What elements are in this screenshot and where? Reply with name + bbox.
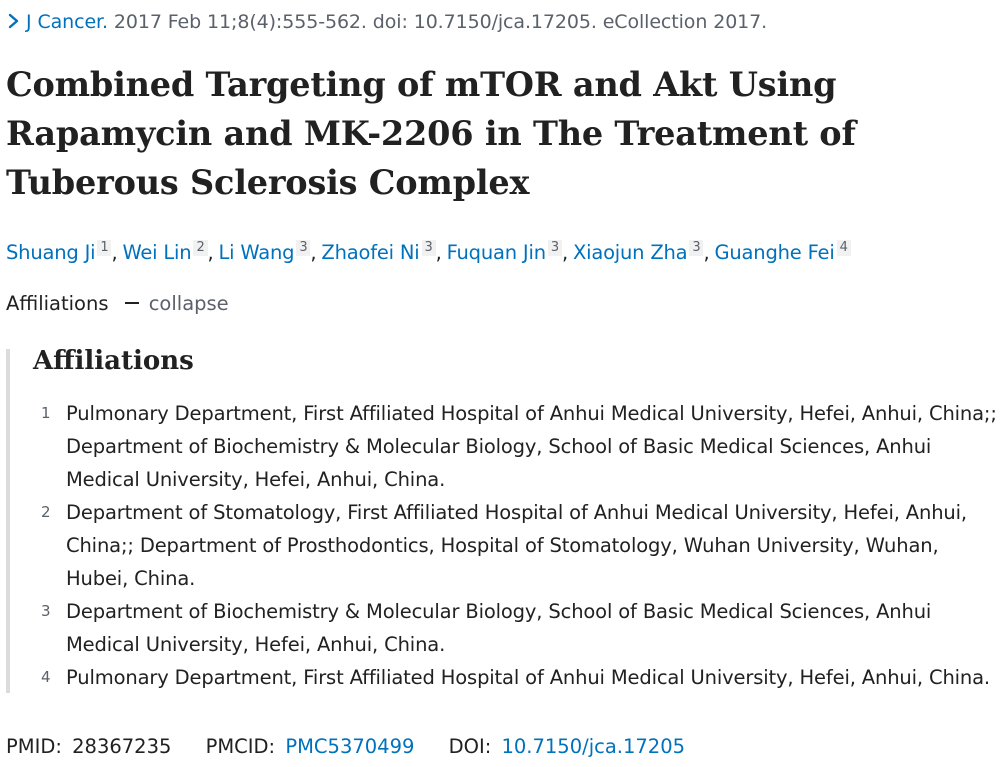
citation-line: J Cancer. 2017 Feb 11;8(4):555-562. doi:… <box>6 10 767 33</box>
affiliation-ref-badge[interactable]: 3 <box>689 240 704 256</box>
affiliation-text: Pulmonary Department, First Affiliated H… <box>66 402 997 491</box>
author-list: Shuang Ji 1, Wei Lin 2, Li Wang 3, Zhaofei Ni 3… <box>6 240 851 264</box>
affiliation-number: 1 <box>41 404 51 422</box>
collapse-button[interactable]: collapse <box>124 292 229 315</box>
author-link[interactable]: Guanghe Fei <box>714 241 835 264</box>
author-separator: , <box>435 241 442 264</box>
affiliations-toggle-label: Affiliations <box>6 292 109 315</box>
author-separator: , <box>207 241 214 264</box>
doi-link[interactable]: 10.7150/jca.17205 <box>501 735 686 758</box>
affiliations-panel: Affiliations 1 Pulmonary Department, Firs… <box>6 346 1004 694</box>
affiliation-text: Department of Biochemistry & Molecular B… <box>66 600 932 656</box>
affiliation-item: 4 Pulmonary Department, First Affiliated … <box>10 661 1001 694</box>
chevron-right-icon[interactable] <box>6 10 22 32</box>
citation-details: 2017 Feb 11;8(4):555-562. doi: 10.7150/j… <box>107 11 768 33</box>
author-separator: , <box>561 241 568 264</box>
minus-icon <box>124 302 139 304</box>
author-link[interactable]: Li Wang <box>218 241 295 264</box>
affiliation-ref-badge[interactable]: 3 <box>547 240 562 256</box>
article-identifiers: PMID: 28367235 PMCID: PMC5370499 DOI: 10… <box>6 735 685 758</box>
author-link[interactable]: Fuquan Jin <box>446 241 546 264</box>
affiliation-ref-badge[interactable]: 3 <box>296 240 311 256</box>
affiliation-item: 3 Department of Biochemistry & Molecular … <box>10 595 1001 661</box>
article-title: Combined Targeting of mTOR and Akt Using… <box>6 65 856 202</box>
affiliation-ref-badge[interactable]: 2 <box>193 240 208 256</box>
affiliation-item: 1 Pulmonary Department, First Affiliated … <box>10 397 1001 496</box>
affiliation-ref-badge[interactable]: 3 <box>421 240 436 256</box>
author-separator: , <box>111 241 118 264</box>
affiliation-number: 4 <box>41 668 51 686</box>
author-separator: , <box>703 241 710 264</box>
collapse-label: collapse <box>148 292 229 315</box>
journal-link[interactable]: J Cancer. <box>26 11 108 33</box>
affiliation-text: Pulmonary Department, First Affiliated H… <box>66 666 990 689</box>
affiliations-toggle: Affiliations collapse <box>6 292 229 315</box>
affiliations-heading: Affiliations <box>33 346 194 376</box>
pmid-label: PMID: <box>6 735 62 758</box>
pmcid-label: PMCID: <box>205 735 276 758</box>
author-link[interactable]: Xiaojun Zha <box>572 241 688 264</box>
pmid-value: 28367235 <box>72 735 172 758</box>
author-link[interactable]: Wei Lin <box>122 241 192 264</box>
author-link[interactable]: Zhaofei Ni <box>321 241 420 264</box>
affiliation-ref-badge[interactable]: 4 <box>836 240 851 256</box>
affiliations-list: 1 Pulmonary Department, First Affiliated … <box>10 397 1001 694</box>
affiliation-number: 3 <box>41 602 51 620</box>
pmcid-link[interactable]: PMC5370499 <box>285 735 415 758</box>
affiliation-number: 2 <box>41 503 51 521</box>
affiliation-item: 2 Department of Stomatology, First Affili… <box>10 496 1001 595</box>
author-separator: , <box>310 241 317 264</box>
author-link[interactable]: Shuang Ji <box>6 241 96 264</box>
doi-label: DOI: <box>448 735 492 758</box>
affiliation-text: Department of Stomatology, First Affilia… <box>66 501 967 590</box>
affiliation-ref-badge[interactable]: 1 <box>97 240 112 256</box>
